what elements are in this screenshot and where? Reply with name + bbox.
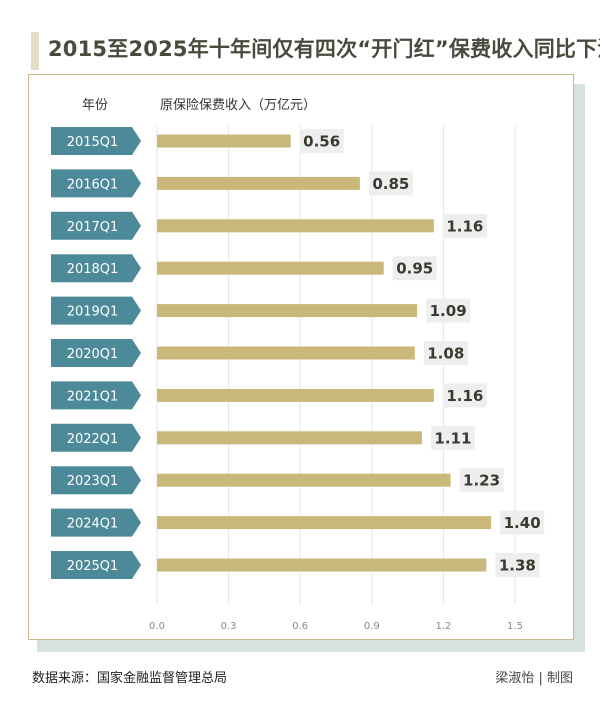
x-tick-label: 0.0 bbox=[149, 621, 165, 632]
value-label-box bbox=[392, 256, 437, 281]
bar bbox=[157, 261, 384, 275]
title-accent-bar bbox=[31, 32, 39, 70]
category-label: 2021Q1 bbox=[67, 389, 119, 404]
value-label: 1.11 bbox=[434, 429, 471, 447]
category-label: 2018Q1 bbox=[67, 262, 119, 277]
category-tag bbox=[51, 211, 141, 240]
x-tick-label: 0.6 bbox=[292, 621, 308, 632]
category-label: 2024Q1 bbox=[67, 517, 119, 532]
category-label: 2023Q1 bbox=[67, 474, 119, 489]
bar bbox=[157, 219, 434, 233]
value-label: 1.09 bbox=[430, 302, 467, 320]
bar bbox=[157, 388, 434, 402]
category-tag bbox=[51, 339, 141, 367]
category-tag bbox=[51, 296, 141, 325]
value-label: 1.40 bbox=[504, 514, 541, 532]
value-label-box bbox=[442, 383, 487, 408]
value-label-box bbox=[426, 298, 471, 323]
value-label: 0.85 bbox=[372, 175, 409, 193]
value-label: 1.23 bbox=[463, 472, 500, 490]
x-tick-label: 0.3 bbox=[221, 621, 237, 632]
value-label-box bbox=[500, 510, 545, 535]
category-tag bbox=[51, 423, 141, 452]
bar bbox=[157, 516, 492, 530]
category-tag bbox=[51, 466, 141, 495]
bar bbox=[157, 176, 360, 190]
value-column-header: 原保险保费收入（万亿元） bbox=[160, 98, 317, 113]
bar bbox=[157, 304, 418, 318]
bar bbox=[157, 346, 415, 360]
data-source: 数据来源：国家金融监督管理总局 bbox=[32, 671, 228, 686]
year-column-header: 年份 bbox=[82, 98, 109, 113]
category-label: 2019Q1 bbox=[67, 305, 119, 320]
value-label-box bbox=[459, 468, 504, 493]
category-label: 2020Q1 bbox=[67, 347, 119, 362]
value-label: 0.95 bbox=[396, 260, 433, 278]
value-label: 1.16 bbox=[446, 217, 483, 235]
value-label-box bbox=[430, 425, 475, 450]
bar bbox=[157, 134, 291, 148]
value-label-box bbox=[299, 129, 344, 153]
category-label: 2015Q1 bbox=[67, 135, 119, 150]
category-tag bbox=[51, 381, 141, 410]
category-tag bbox=[51, 551, 141, 579]
bar bbox=[157, 558, 487, 572]
bar bbox=[157, 473, 451, 487]
category-label: 2016Q1 bbox=[67, 177, 119, 192]
value-label: 0.56 bbox=[303, 133, 340, 151]
bar bbox=[157, 431, 422, 445]
value-label-box bbox=[368, 171, 413, 196]
chart-credit: 梁淑怡 | 制图 bbox=[495, 671, 573, 686]
x-tick-label: 1.2 bbox=[435, 621, 451, 632]
value-label: 1.08 bbox=[427, 345, 464, 363]
category-tag bbox=[51, 508, 141, 537]
category-tag bbox=[51, 254, 141, 283]
category-label: 2017Q1 bbox=[67, 220, 119, 235]
value-label: 1.38 bbox=[499, 557, 536, 575]
category-tag bbox=[51, 127, 141, 155]
category-tag bbox=[51, 169, 141, 198]
value-label-box bbox=[442, 213, 487, 238]
value-label-box bbox=[495, 553, 540, 577]
category-label: 2022Q1 bbox=[67, 432, 119, 447]
x-tick-label: 1.5 bbox=[507, 621, 523, 632]
value-label: 1.16 bbox=[446, 387, 483, 405]
x-tick-label: 0.9 bbox=[364, 621, 380, 632]
category-label: 2025Q1 bbox=[67, 559, 119, 574]
value-label-box bbox=[423, 341, 468, 365]
chart-title: 2015至2025年十年间仅有四次“开门红”保费收入同比下滑 bbox=[48, 37, 600, 61]
